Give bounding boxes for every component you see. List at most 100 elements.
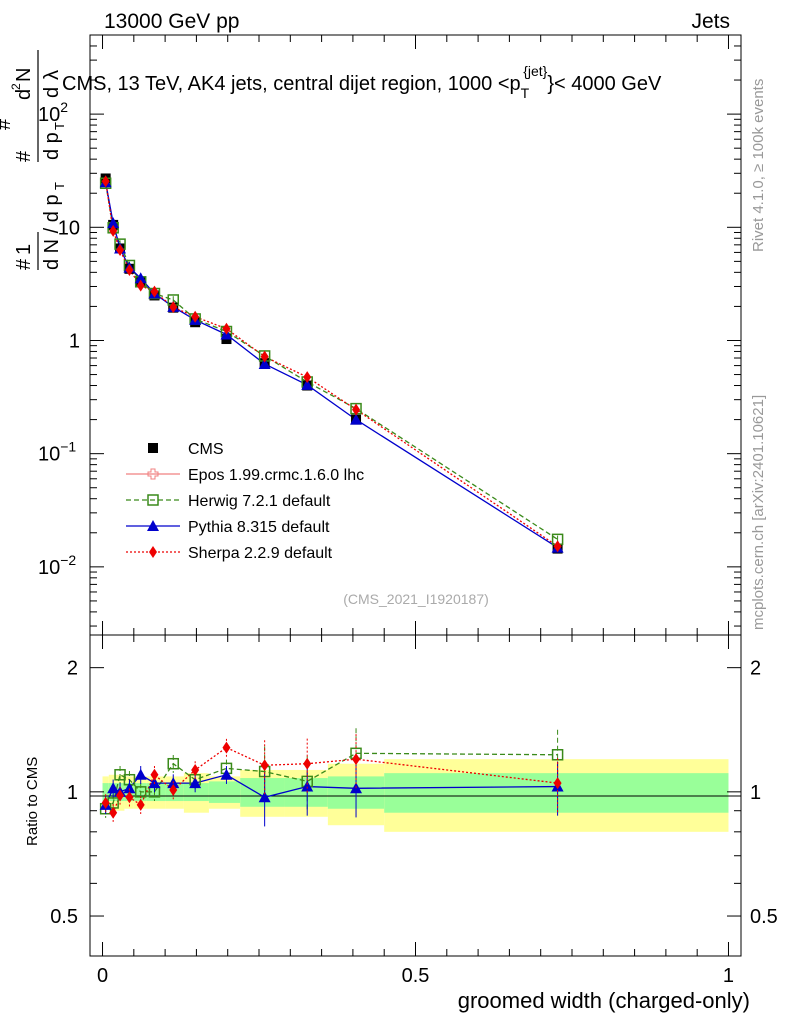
ratio-point-sherpa xyxy=(136,798,145,811)
y-tick-label-base: 1 xyxy=(69,330,80,352)
svg-text:λ: λ xyxy=(41,70,63,80)
series-line-herwig xyxy=(105,183,558,540)
ratio-point-sherpa xyxy=(150,768,159,781)
legend-item: Epos 1.99.crmc.1.6.0 lhc xyxy=(126,467,364,484)
y-tick-label: 102 xyxy=(38,99,68,126)
legend-label: Pythia 8.315 default xyxy=(188,519,330,536)
ratio-y-ticks: 0.5 0.5 1 1 2 2 xyxy=(50,658,778,957)
plot-title-main: CMS, 13 TeV, AK4 jets, central dijet reg… xyxy=(62,73,521,95)
top-series-markers xyxy=(99,173,564,554)
y-tick-label: 10−2 xyxy=(38,552,76,579)
y-tick-label-base: 10 xyxy=(38,104,60,126)
svg-text:T: T xyxy=(52,182,67,190)
ratio-y-tick-label: 2 xyxy=(67,658,78,680)
ratio-point-pythia xyxy=(220,768,233,780)
ratio-y-tick-label: 1 xyxy=(67,782,78,804)
analysis-watermark: (CMS_2021_I1920187) xyxy=(343,591,489,607)
ratio-point-sherpa xyxy=(109,806,118,819)
legend-item: CMS xyxy=(148,441,224,458)
ratio-point-pythia xyxy=(189,777,202,789)
series-point-pythia xyxy=(107,217,120,229)
mcplots-label: mcplots.cern.ch [arXiv:2401.10621] xyxy=(750,395,767,630)
x-tick-labels: 0 0.5 1 xyxy=(97,965,734,987)
legend-marker xyxy=(147,494,159,506)
legend-label: Epos 1.99.crmc.1.6.0 lhc xyxy=(188,467,364,484)
x-tick-label: 0.5 xyxy=(402,965,430,987)
legend-item: Sherpa 2.2.9 default xyxy=(126,545,333,562)
y-tick-label-base: 10 xyxy=(38,557,60,579)
y-tick-label-exponent: −1 xyxy=(60,439,76,455)
ratio-x-ticks xyxy=(102,635,729,956)
legend-item: Pythia 8.315 default xyxy=(126,519,330,536)
series-point-sherpa xyxy=(191,310,200,323)
ratio-point-pythia xyxy=(123,782,136,794)
ratio-y-tick-label: 0.5 xyxy=(50,906,78,928)
series-point-sherpa xyxy=(101,175,110,188)
ratio-point-sherpa xyxy=(169,784,178,797)
series-point-sherpa xyxy=(260,350,269,363)
x-tick-label: 0 xyxy=(97,965,108,987)
y-tick-label: 10−1 xyxy=(38,439,76,466)
legend-marker xyxy=(149,546,157,558)
legend-marker xyxy=(148,443,158,453)
ratio-point-sherpa xyxy=(191,763,200,776)
ratio-point-sherpa xyxy=(125,791,134,804)
legend-label: Sherpa 2.2.9 default xyxy=(188,545,333,562)
ratio-point-sherpa xyxy=(303,757,312,770)
top-x-ticks xyxy=(102,35,729,635)
top-y-axis-label: # 1 d N / d p T # # d 2 N d p T d λ xyxy=(0,50,67,270)
ratio-stat-uncertainty-band xyxy=(102,783,109,802)
ratio-point-pythia xyxy=(107,782,120,794)
ratio-point-pythia xyxy=(134,768,147,780)
y-tick-label-base: 10 xyxy=(38,444,60,466)
series-line-sherpa xyxy=(105,181,558,547)
series-point-pythia xyxy=(350,413,363,425)
plot-title-sub: T xyxy=(521,85,530,101)
ratio-y-axis-label: Ratio to CMS xyxy=(24,757,41,846)
svg-text:#: # xyxy=(0,118,15,130)
svg-text:#: # xyxy=(13,150,35,162)
category-label: Jets xyxy=(691,10,730,33)
legend: CMS Epos 1.99.crmc.1.6.0 lhc Herwig 7.2.1 … xyxy=(126,441,364,562)
series-point-sherpa xyxy=(352,403,361,416)
series-point-sherpa xyxy=(150,285,159,298)
series-point-pythia xyxy=(301,378,314,390)
legend-marker xyxy=(147,520,159,531)
svg-text:d p: d p xyxy=(41,132,63,160)
y-tick-label-base: 10 xyxy=(58,217,80,239)
plot-title: CMS, 13 TeV, AK4 jets, central dijet reg… xyxy=(62,63,662,101)
y-tick-label: 1 xyxy=(69,330,80,352)
series-point-sherpa xyxy=(303,371,312,384)
svg-text:2: 2 xyxy=(9,83,23,90)
legend-marker xyxy=(147,468,159,480)
top-series-lines xyxy=(105,181,558,549)
ratio-point-herwig xyxy=(167,757,180,770)
plot-title-end: }< 4000 GeV xyxy=(547,73,662,95)
svg-text:d N / d p: d N / d p xyxy=(41,194,63,270)
ratio-y-tick-label-right: 1 xyxy=(750,782,761,804)
ratio-stat-uncertainty-band xyxy=(284,778,328,807)
ratio-y-tick-label-right: 0.5 xyxy=(750,906,778,928)
y-tick-label-exponent: −2 xyxy=(60,552,76,568)
energy-label: 13000 GeV pp xyxy=(104,10,239,33)
y-tick-label-exponent: 2 xyxy=(60,99,68,115)
y-tick-label: 10 xyxy=(58,217,80,239)
ratio-point-sherpa xyxy=(260,759,269,772)
series-point-sherpa xyxy=(553,540,562,553)
svg-text:d: d xyxy=(41,87,63,98)
ratio-point-sherpa xyxy=(101,796,110,809)
ratio-point-sherpa xyxy=(222,741,231,754)
series-line-pythia xyxy=(105,182,558,549)
series-point-sherpa xyxy=(109,224,118,237)
svg-text:#: # xyxy=(13,258,35,270)
legend-label: Herwig 7.2.1 default xyxy=(188,493,331,510)
series-point-sherpa xyxy=(136,279,145,292)
svg-text:N: N xyxy=(13,68,35,82)
x-axis-label: groomed width (charged-only) xyxy=(458,988,750,1013)
ratio-panel: 0.5 0.5 1 1 2 2 Ratio to CMS xyxy=(24,634,778,957)
ratio-point-sherpa xyxy=(553,777,562,790)
rivet-version-label: Rivet 4.1.0, ≥ 100k events xyxy=(750,79,767,252)
series-point-sherpa xyxy=(222,322,231,335)
